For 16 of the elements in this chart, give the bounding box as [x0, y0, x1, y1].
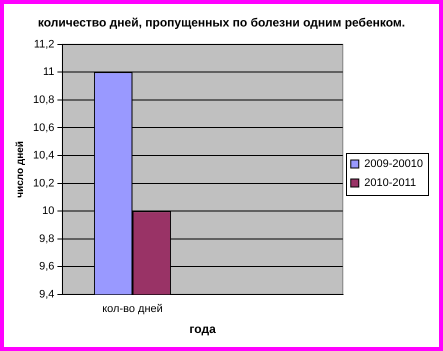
y-tick-label: 11 [42, 66, 54, 78]
y-tick-label: 10,8 [32, 94, 54, 106]
y-tick-label: 9,8 [39, 232, 54, 245]
y-tick-label: 10,4 [32, 150, 54, 162]
chart-title: количество дней, пропущенных по болезни одним ребенком. [38, 16, 406, 30]
x-axis-title: года [189, 322, 216, 336]
y-axis-title: число дней [14, 141, 26, 198]
x-tick-label: кол-во дней [102, 303, 163, 316]
y-tick-label: 11,2 [34, 38, 54, 50]
y-tick-label: 9,6 [39, 260, 54, 273]
y-tick-label: 10 [42, 205, 54, 218]
y-tick-label: 10,2 [32, 177, 54, 190]
legend-label: 2009-20010 [364, 158, 424, 170]
y-tick-label: 10,6 [32, 122, 54, 134]
legend-label: 2010-2011 [364, 177, 416, 190]
y-tick-label: 9,4 [39, 288, 54, 300]
